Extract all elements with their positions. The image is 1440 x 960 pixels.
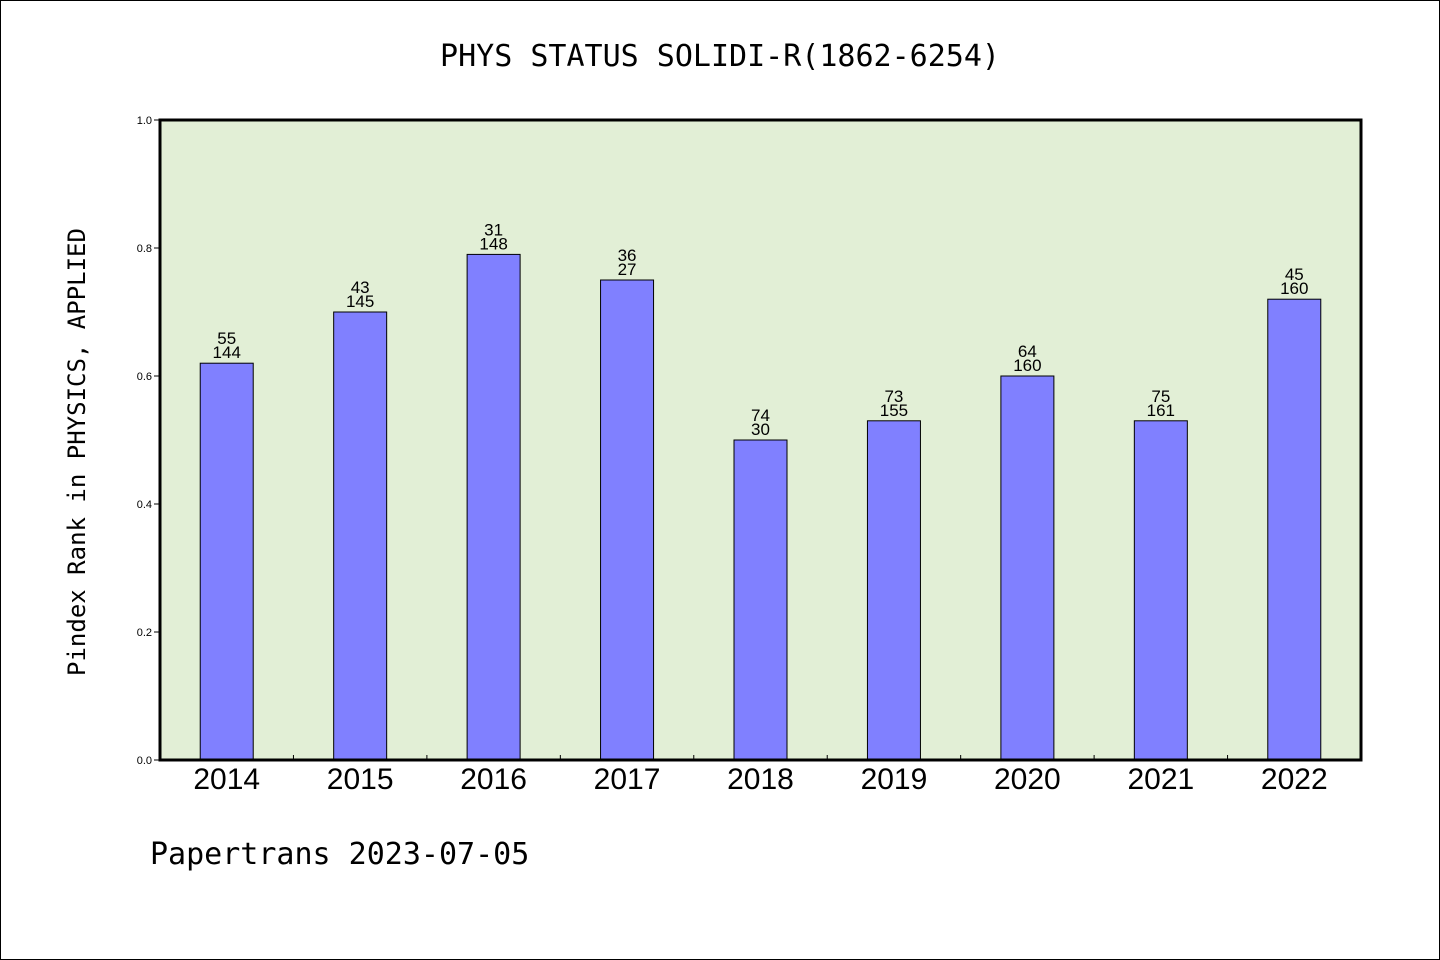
x-tick-label-2022: 2022 <box>1261 763 1328 796</box>
plot-border <box>158 118 1363 762</box>
y-tick-label-0.4: 0.4 <box>137 499 152 511</box>
data-label-bottom-2021: 161 <box>1147 401 1175 420</box>
data-label-top-2014: 55 <box>217 329 236 348</box>
bar-2015 <box>333 311 388 761</box>
data-label-bottom-2022: 160 <box>1280 279 1308 298</box>
chart-title: PHYS STATUS SOLIDI-R(1862-6254) <box>440 39 1000 74</box>
data-label-top-2015: 43 <box>351 278 370 297</box>
bar-2020 <box>1000 375 1055 761</box>
x-tick-label-2018: 2018 <box>727 763 794 796</box>
bar-2016 <box>466 253 521 761</box>
y-tick-label-0.2: 0.2 <box>137 627 152 639</box>
data-label-bottom-2017: 27 <box>618 260 637 279</box>
data-label-top-2021: 75 <box>1151 387 1170 406</box>
footer-credit: Papertrans 2023-07-05 <box>150 837 529 872</box>
data-label-bottom-2015: 145 <box>346 292 374 311</box>
x-tick-label-2019: 2019 <box>861 763 928 796</box>
bar-2017 <box>600 279 655 761</box>
y-axis: 0.0 0.2 0.4 0.6 0.8 1.0 <box>137 115 160 767</box>
data-label-top-2016: 31 <box>484 220 503 239</box>
bars-layer <box>199 253 1322 761</box>
bar-2018 <box>733 439 788 761</box>
data-labels-layer: 5514443145311483627743073155641607516145… <box>213 220 1309 439</box>
x-tick-label-2016: 2016 <box>460 763 527 796</box>
y-tick-label-1.0: 1.0 <box>137 115 152 127</box>
x-tick-label-2015: 2015 <box>327 763 394 796</box>
data-label-bottom-2018: 30 <box>751 420 770 439</box>
bar-2022 <box>1267 298 1322 761</box>
data-label-bottom-2019: 155 <box>880 401 908 420</box>
data-label-top-2018: 74 <box>751 406 770 425</box>
y-tick-label-0.6: 0.6 <box>137 371 152 383</box>
x-axis: 2014 2015 2016 2017 2018 2019 2020 2021 2022 <box>193 755 1328 796</box>
bar-2019 <box>866 420 921 761</box>
data-label-bottom-2014: 144 <box>213 343 241 362</box>
data-label-top-2017: 36 <box>618 246 637 265</box>
x-tick-label-2021: 2021 <box>1127 763 1194 796</box>
data-label-top-2019: 73 <box>884 387 903 406</box>
x-tick-label-2017: 2017 <box>594 763 661 796</box>
data-label-bottom-2016: 148 <box>479 234 507 253</box>
data-label-top-2020: 64 <box>1018 342 1037 361</box>
y-axis-title: Pindex Rank in PHYSICS, APPLIED <box>63 228 91 676</box>
data-label-bottom-2020: 160 <box>1013 356 1041 375</box>
y-tick-label-0.8: 0.8 <box>137 243 152 255</box>
bar-2021 <box>1133 420 1188 761</box>
x-tick-label-2020: 2020 <box>994 763 1061 796</box>
bar-2014 <box>199 362 254 761</box>
data-label-top-2022: 45 <box>1285 265 1304 284</box>
x-tick-label-2014: 2014 <box>193 763 260 796</box>
y-tick-label-0.0: 0.0 <box>137 755 152 767</box>
